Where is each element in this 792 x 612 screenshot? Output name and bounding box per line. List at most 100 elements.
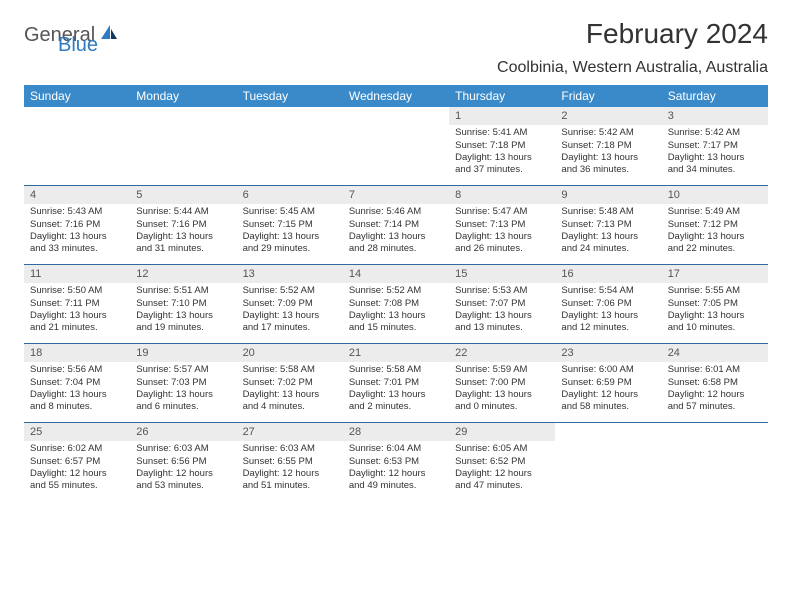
daylight-line: Daylight: 13 hours and 8 minutes.: [30, 389, 124, 414]
sunset-line: Sunset: 6:58 PM: [668, 377, 762, 389]
day-details: Sunrise: 6:03 AMSunset: 6:56 PMDaylight:…: [130, 441, 236, 496]
calendar-row: 25Sunrise: 6:02 AMSunset: 6:57 PMDayligh…: [24, 422, 768, 501]
daylight-line: Daylight: 13 hours and 12 minutes.: [561, 310, 655, 335]
sunset-line: Sunset: 6:56 PM: [136, 456, 230, 468]
weekday-heading: Saturday: [662, 85, 768, 107]
sunrise-line: Sunrise: 5:48 AM: [561, 206, 655, 218]
sunset-line: Sunset: 7:09 PM: [243, 298, 337, 310]
daylight-line: Daylight: 13 hours and 34 minutes.: [668, 152, 762, 177]
sunrise-line: Sunrise: 5:44 AM: [136, 206, 230, 218]
day-number: 19: [130, 344, 236, 362]
weekday-heading: Wednesday: [343, 85, 449, 107]
sunset-line: Sunset: 7:05 PM: [668, 298, 762, 310]
calendar-cell: 29Sunrise: 6:05 AMSunset: 6:52 PMDayligh…: [449, 423, 555, 501]
day-details: Sunrise: 5:58 AMSunset: 7:01 PMDaylight:…: [343, 362, 449, 417]
sunrise-line: Sunrise: 5:55 AM: [668, 285, 762, 297]
day-details: Sunrise: 5:45 AMSunset: 7:15 PMDaylight:…: [237, 204, 343, 259]
sunrise-line: Sunrise: 6:05 AM: [455, 443, 549, 455]
day-number: 14: [343, 265, 449, 283]
calendar-cell: 28Sunrise: 6:04 AMSunset: 6:53 PMDayligh…: [343, 423, 449, 501]
calendar-cell: 26Sunrise: 6:03 AMSunset: 6:56 PMDayligh…: [130, 423, 236, 501]
weekday-heading: Sunday: [24, 85, 130, 107]
sunrise-line: Sunrise: 5:43 AM: [30, 206, 124, 218]
daylight-line: Daylight: 13 hours and 21 minutes.: [30, 310, 124, 335]
sunset-line: Sunset: 7:15 PM: [243, 219, 337, 231]
calendar-cell: 27Sunrise: 6:03 AMSunset: 6:55 PMDayligh…: [237, 423, 343, 501]
daylight-line: Daylight: 13 hours and 29 minutes.: [243, 231, 337, 256]
sunrise-line: Sunrise: 5:58 AM: [349, 364, 443, 376]
daylight-line: Daylight: 13 hours and 19 minutes.: [136, 310, 230, 335]
calendar-cell: 12Sunrise: 5:51 AMSunset: 7:10 PMDayligh…: [130, 265, 236, 343]
day-number: 16: [555, 265, 661, 283]
day-details: Sunrise: 5:52 AMSunset: 7:09 PMDaylight:…: [237, 283, 343, 338]
sunrise-line: Sunrise: 6:04 AM: [349, 443, 443, 455]
sunset-line: Sunset: 7:11 PM: [30, 298, 124, 310]
calendar-body: 1Sunrise: 5:41 AMSunset: 7:18 PMDaylight…: [24, 107, 768, 501]
sunrise-line: Sunrise: 5:59 AM: [455, 364, 549, 376]
sunrise-line: Sunrise: 5:52 AM: [243, 285, 337, 297]
calendar-cell: [662, 423, 768, 501]
sunset-line: Sunset: 7:17 PM: [668, 140, 762, 152]
day-number: 15: [449, 265, 555, 283]
calendar-cell: 17 Sunrise: 5:55 AMSunset: 7:05 PMDayligh…: [662, 265, 768, 343]
calendar-cell: 10Sunrise: 5:49 AMSunset: 7:12 PMDayligh…: [662, 186, 768, 264]
calendar-cell: 24Sunrise: 6:01 AMSunset: 6:58 PMDayligh…: [662, 344, 768, 422]
sunrise-line: Sunrise: 5:41 AM: [455, 127, 549, 139]
calendar-row: 1Sunrise: 5:41 AMSunset: 7:18 PMDaylight…: [24, 107, 768, 185]
calendar-cell: 1Sunrise: 5:41 AMSunset: 7:18 PMDaylight…: [449, 107, 555, 185]
daylight-line: Daylight: 13 hours and 4 minutes.: [243, 389, 337, 414]
day-number: 27: [237, 423, 343, 441]
calendar-cell: 14Sunrise: 5:52 AMSunset: 7:08 PMDayligh…: [343, 265, 449, 343]
calendar-cell: 18Sunrise: 5:56 AMSunset: 7:04 PMDayligh…: [24, 344, 130, 422]
day-details: Sunrise: 6:04 AMSunset: 6:53 PMDaylight:…: [343, 441, 449, 496]
daylight-line: Daylight: 12 hours and 55 minutes.: [30, 468, 124, 493]
calendar-cell: 7Sunrise: 5:46 AMSunset: 7:14 PMDaylight…: [343, 186, 449, 264]
sunrise-line: Sunrise: 5:51 AM: [136, 285, 230, 297]
calendar-page: General February 2024 Blue Coolbinia, We…: [0, 0, 792, 501]
sunset-line: Sunset: 6:55 PM: [243, 456, 337, 468]
day-details: Sunrise: 6:00 AMSunset: 6:59 PMDaylight:…: [555, 362, 661, 417]
daylight-line: Daylight: 12 hours and 49 minutes.: [349, 468, 443, 493]
sunrise-line: Sunrise: 5:58 AM: [243, 364, 337, 376]
sunrise-line: Sunrise: 5:50 AM: [30, 285, 124, 297]
daylight-line: Daylight: 13 hours and 13 minutes.: [455, 310, 549, 335]
day-number: 5: [130, 186, 236, 204]
calendar-cell: 6Sunrise: 5:45 AMSunset: 7:15 PMDaylight…: [237, 186, 343, 264]
location-subtitle: Coolbinia, Western Australia, Australia: [24, 59, 768, 77]
daylight-line: Daylight: 13 hours and 6 minutes.: [136, 389, 230, 414]
daylight-line: Daylight: 13 hours and 31 minutes.: [136, 231, 230, 256]
calendar-row: 11Sunrise: 5:50 AMSunset: 7:11 PMDayligh…: [24, 264, 768, 343]
sunrise-line: Sunrise: 5:42 AM: [561, 127, 655, 139]
day-number: 9: [555, 186, 661, 204]
sunrise-line: Sunrise: 5:54 AM: [561, 285, 655, 297]
sunset-line: Sunset: 7:16 PM: [30, 219, 124, 231]
sunrise-line: Sunrise: 6:03 AM: [243, 443, 337, 455]
sunset-line: Sunset: 7:16 PM: [136, 219, 230, 231]
calendar-cell: 4Sunrise: 5:43 AMSunset: 7:16 PMDaylight…: [24, 186, 130, 264]
day-number: 17: [662, 265, 768, 283]
day-number: 1: [449, 107, 555, 125]
calendar-cell: 16Sunrise: 5:54 AMSunset: 7:06 PMDayligh…: [555, 265, 661, 343]
day-details: Sunrise: 6:02 AMSunset: 6:57 PMDaylight:…: [24, 441, 130, 496]
day-number: 25: [24, 423, 130, 441]
sunset-line: Sunset: 7:18 PM: [455, 140, 549, 152]
day-details: Sunrise: 5:41 AMSunset: 7:18 PMDaylight:…: [449, 125, 555, 180]
day-number: 10: [662, 186, 768, 204]
daylight-line: Daylight: 13 hours and 10 minutes.: [668, 310, 762, 335]
calendar-row: 4Sunrise: 5:43 AMSunset: 7:16 PMDaylight…: [24, 185, 768, 264]
calendar-cell: 9Sunrise: 5:48 AMSunset: 7:13 PMDaylight…: [555, 186, 661, 264]
sunrise-line: Sunrise: 6:03 AM: [136, 443, 230, 455]
sunrise-line: Sunrise: 5:42 AM: [668, 127, 762, 139]
sunrise-line: Sunrise: 5:56 AM: [30, 364, 124, 376]
day-number: 8: [449, 186, 555, 204]
calendar-cell: 2Sunrise: 5:42 AMSunset: 7:18 PMDaylight…: [555, 107, 661, 185]
sunset-line: Sunset: 7:02 PM: [243, 377, 337, 389]
daylight-line: Daylight: 13 hours and 15 minutes.: [349, 310, 443, 335]
calendar-cell: [555, 423, 661, 501]
calendar: Sunday Monday Tuesday Wednesday Thursday…: [24, 85, 768, 501]
sunset-line: Sunset: 7:10 PM: [136, 298, 230, 310]
sunset-line: Sunset: 7:12 PM: [668, 219, 762, 231]
calendar-cell: [130, 107, 236, 185]
weekday-heading: Friday: [555, 85, 661, 107]
daylight-line: Daylight: 13 hours and 17 minutes.: [243, 310, 337, 335]
